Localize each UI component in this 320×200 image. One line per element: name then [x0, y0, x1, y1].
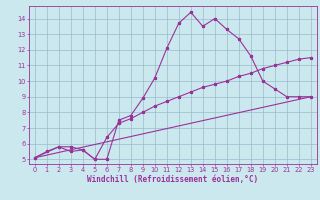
X-axis label: Windchill (Refroidissement éolien,°C): Windchill (Refroidissement éolien,°C)	[87, 175, 258, 184]
